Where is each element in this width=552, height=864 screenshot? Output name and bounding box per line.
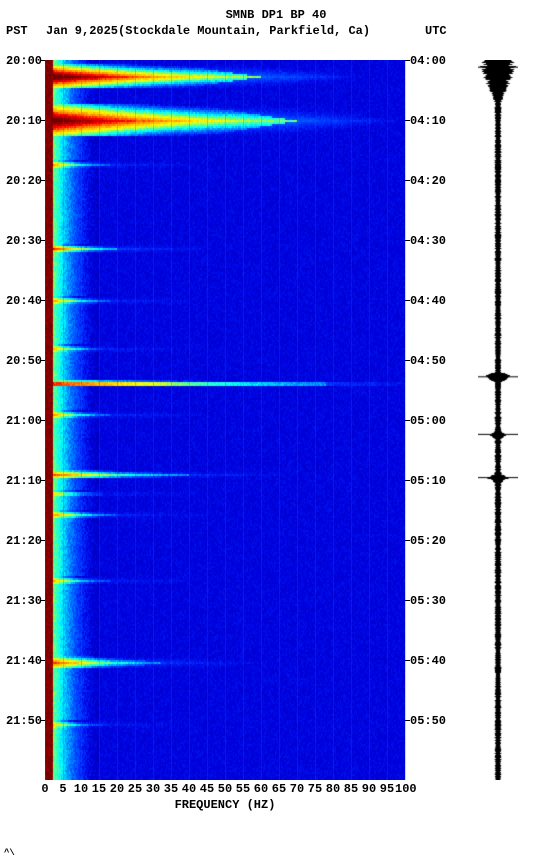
right-time-tick: 04:10	[410, 114, 454, 128]
left-time-tick: 20:20	[2, 174, 42, 188]
left-time-tick: 21:40	[2, 654, 42, 668]
left-time-tick: 21:50	[2, 714, 42, 728]
x-tick: 55	[233, 782, 253, 796]
page-root: SMNB DP1 BP 40 PST Jan 9,2025(Stockdale …	[0, 0, 552, 864]
x-tick: 35	[161, 782, 181, 796]
x-tick: 100	[395, 782, 415, 796]
date-location-label: Jan 9,2025(Stockdale Mountain, Parkfield…	[46, 24, 370, 38]
left-time-tick: 20:50	[2, 354, 42, 368]
x-axis-label: FREQUENCY (HZ)	[45, 798, 405, 812]
x-tick: 95	[377, 782, 397, 796]
right-time-tick: 05:20	[410, 534, 454, 548]
amplitude-trace	[478, 60, 518, 780]
spectrogram-plot	[45, 60, 405, 780]
right-time-tick: 04:20	[410, 174, 454, 188]
x-tick: 85	[341, 782, 361, 796]
left-time-tick: 20:30	[2, 234, 42, 248]
footnote-mark: ^\	[4, 848, 15, 858]
right-time-tick: 05:00	[410, 414, 454, 428]
left-time-tick: 20:40	[2, 294, 42, 308]
right-time-tick: 05:10	[410, 474, 454, 488]
x-tick: 0	[35, 782, 55, 796]
x-tick: 30	[143, 782, 163, 796]
x-tick: 90	[359, 782, 379, 796]
right-time-tick: 05:30	[410, 594, 454, 608]
x-tick: 25	[125, 782, 145, 796]
amplitude-trace-canvas	[478, 60, 518, 780]
right-tz-label: UTC	[425, 24, 447, 38]
x-tick: 65	[269, 782, 289, 796]
left-time-tick: 20:10	[2, 114, 42, 128]
right-time-tick: 04:50	[410, 354, 454, 368]
x-tick: 40	[179, 782, 199, 796]
left-time-tick: 20:00	[2, 54, 42, 68]
left-time-tick: 21:30	[2, 594, 42, 608]
x-tick: 10	[71, 782, 91, 796]
left-tz-label: PST	[6, 24, 28, 38]
right-time-tick: 04:30	[410, 234, 454, 248]
x-tick: 60	[251, 782, 271, 796]
right-time-tick: 05:40	[410, 654, 454, 668]
left-time-tick: 21:00	[2, 414, 42, 428]
spectrogram-canvas	[45, 60, 405, 780]
x-tick: 45	[197, 782, 217, 796]
x-tick: 50	[215, 782, 235, 796]
right-time-tick: 05:50	[410, 714, 454, 728]
right-time-tick: 04:00	[410, 54, 454, 68]
x-tick: 75	[305, 782, 325, 796]
x-tick: 20	[107, 782, 127, 796]
left-time-tick: 21:20	[2, 534, 42, 548]
x-tick: 15	[89, 782, 109, 796]
x-tick: 5	[53, 782, 73, 796]
x-tick: 70	[287, 782, 307, 796]
chart-title: SMNB DP1 BP 40	[0, 8, 552, 22]
right-time-tick: 04:40	[410, 294, 454, 308]
x-tick: 80	[323, 782, 343, 796]
left-time-tick: 21:10	[2, 474, 42, 488]
